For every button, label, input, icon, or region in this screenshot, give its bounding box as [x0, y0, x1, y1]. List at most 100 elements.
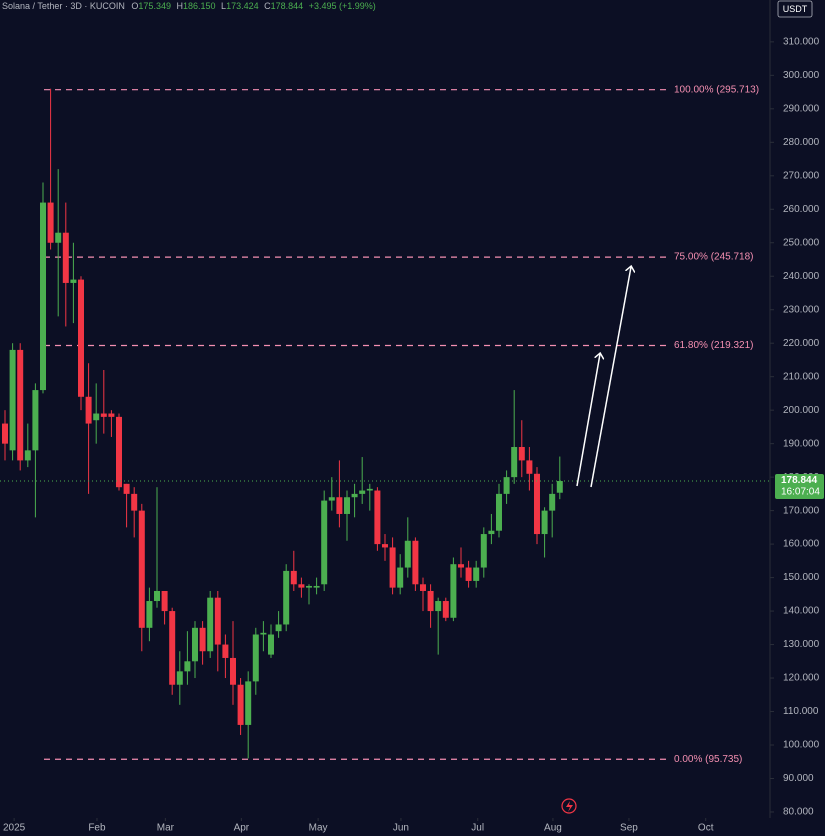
- candle-body: [488, 530, 495, 535]
- candle-body: [549, 493, 556, 511]
- candle-body: [245, 681, 252, 725]
- candle-body: [321, 500, 328, 585]
- arrow: [576, 354, 600, 487]
- candle-body: [275, 624, 282, 632]
- candle-body: [55, 232, 62, 243]
- x-tick-label: May: [309, 823, 328, 834]
- candle-body: [123, 483, 130, 494]
- candle-body: [207, 597, 214, 652]
- ohlc-value: 173.424: [226, 1, 259, 11]
- candle-body: [419, 584, 426, 591]
- x-tick-label: Jun: [393, 823, 409, 834]
- alert-icon[interactable]: [561, 798, 577, 814]
- candle-body: [153, 590, 160, 602]
- candle-body: [161, 590, 168, 612]
- candle-body: [526, 460, 533, 474]
- candle-body: [283, 570, 290, 625]
- candle-body: [359, 490, 366, 494]
- candle-body: [427, 590, 434, 612]
- symbol: Solana / Tether · 3D · KUCOIN: [2, 1, 125, 11]
- candle-body: [108, 413, 115, 417]
- candle-body: [450, 564, 457, 618]
- candle-body: [222, 644, 229, 658]
- candle-body: [503, 477, 510, 494]
- ohlc-key: C: [264, 1, 271, 11]
- candle-body: [115, 416, 122, 488]
- y-tick-label: 200.000: [783, 405, 820, 416]
- y-tick-label: 240.000: [783, 271, 820, 282]
- candle-body: [9, 349, 16, 451]
- candle-body: [252, 634, 259, 682]
- y-tick-label: 170.000: [783, 505, 820, 516]
- y-tick-label: 90.000: [783, 773, 814, 784]
- alert-icon-bolt: [566, 801, 573, 812]
- fib-label: 75.00% (245.718): [674, 252, 754, 263]
- candle-body: [336, 497, 343, 514]
- candle-body: [267, 634, 274, 655]
- y-tick-label: 110.000: [783, 706, 819, 717]
- candle-body: [184, 661, 191, 672]
- arrow: [590, 267, 631, 488]
- fib-levels: 100.00% (295.713) 75.00% (245.718) 61.80% …: [44, 84, 759, 765]
- y-tick-label: 220.000: [783, 338, 820, 349]
- ohlc-value: 178.844: [271, 1, 304, 11]
- candle-body: [77, 279, 84, 397]
- candle-body: [366, 488, 373, 491]
- candle-body: [17, 349, 24, 461]
- ohlc-key: O: [131, 1, 138, 11]
- y-tick-label: 290.000: [783, 103, 820, 114]
- candle-body: [511, 447, 518, 478]
- candle-body: [39, 202, 46, 391]
- candle-body: [435, 601, 442, 612]
- fib-label: 100.00% (295.713): [674, 84, 759, 95]
- candle-body: [176, 671, 183, 685]
- candle-body: [131, 493, 138, 511]
- candle-body: [298, 584, 305, 588]
- y-tick-label: 100.000: [783, 740, 820, 751]
- candle-body: [138, 510, 145, 628]
- candles: [0, 88, 770, 759]
- last-price-box: [775, 474, 824, 500]
- x-tick-label: Sep: [620, 823, 638, 834]
- candle-body: [313, 585, 320, 588]
- header: Solana / Tether · 3D · KUCOIN O175.349 H…: [2, 1, 376, 11]
- candle-body: [457, 564, 464, 568]
- x-tick-label: Apr: [234, 823, 250, 834]
- x-tick-label: Oct: [698, 823, 714, 834]
- x-tick-label: Mar: [157, 823, 175, 834]
- y-tick-label: 140.000: [783, 606, 820, 617]
- y-tick-label: 80.000: [783, 807, 814, 818]
- candle-body: [397, 567, 404, 588]
- currency: USDT: [783, 4, 808, 14]
- y-tick-label: 270.000: [783, 170, 820, 181]
- ohlc-key: H: [176, 1, 183, 11]
- countdown: 16:07:04: [781, 487, 820, 498]
- candle-body: [290, 570, 297, 585]
- candle-body: [541, 510, 548, 535]
- candle-body: [343, 497, 350, 514]
- candle-body: [237, 684, 244, 725]
- candle-body: [465, 567, 472, 581]
- currency-box[interactable]: [777, 0, 813, 18]
- fib-label: 61.80% (219.321): [674, 340, 754, 351]
- y-tick-label: 130.000: [783, 639, 820, 650]
- candle-body: [495, 493, 502, 531]
- candle-body: [93, 413, 100, 421]
- candle-body: [351, 493, 358, 498]
- last-price-label: 178.844: [781, 475, 818, 486]
- candle-body: [100, 413, 107, 417]
- candle-body: [146, 601, 153, 628]
- candle-body: [229, 657, 236, 685]
- ohlc-value: 175.349: [138, 1, 171, 11]
- y-tick-label: 280.000: [783, 137, 820, 148]
- candle-body: [169, 611, 176, 685]
- candle-body: [381, 544, 388, 548]
- y-tick-label: 160.000: [783, 539, 820, 550]
- x-tick-label: 2025: [3, 823, 26, 834]
- x-tick-label: Aug: [544, 823, 562, 834]
- candle-body: [32, 390, 39, 451]
- candle-body: [191, 627, 198, 662]
- candle-body: [328, 497, 335, 501]
